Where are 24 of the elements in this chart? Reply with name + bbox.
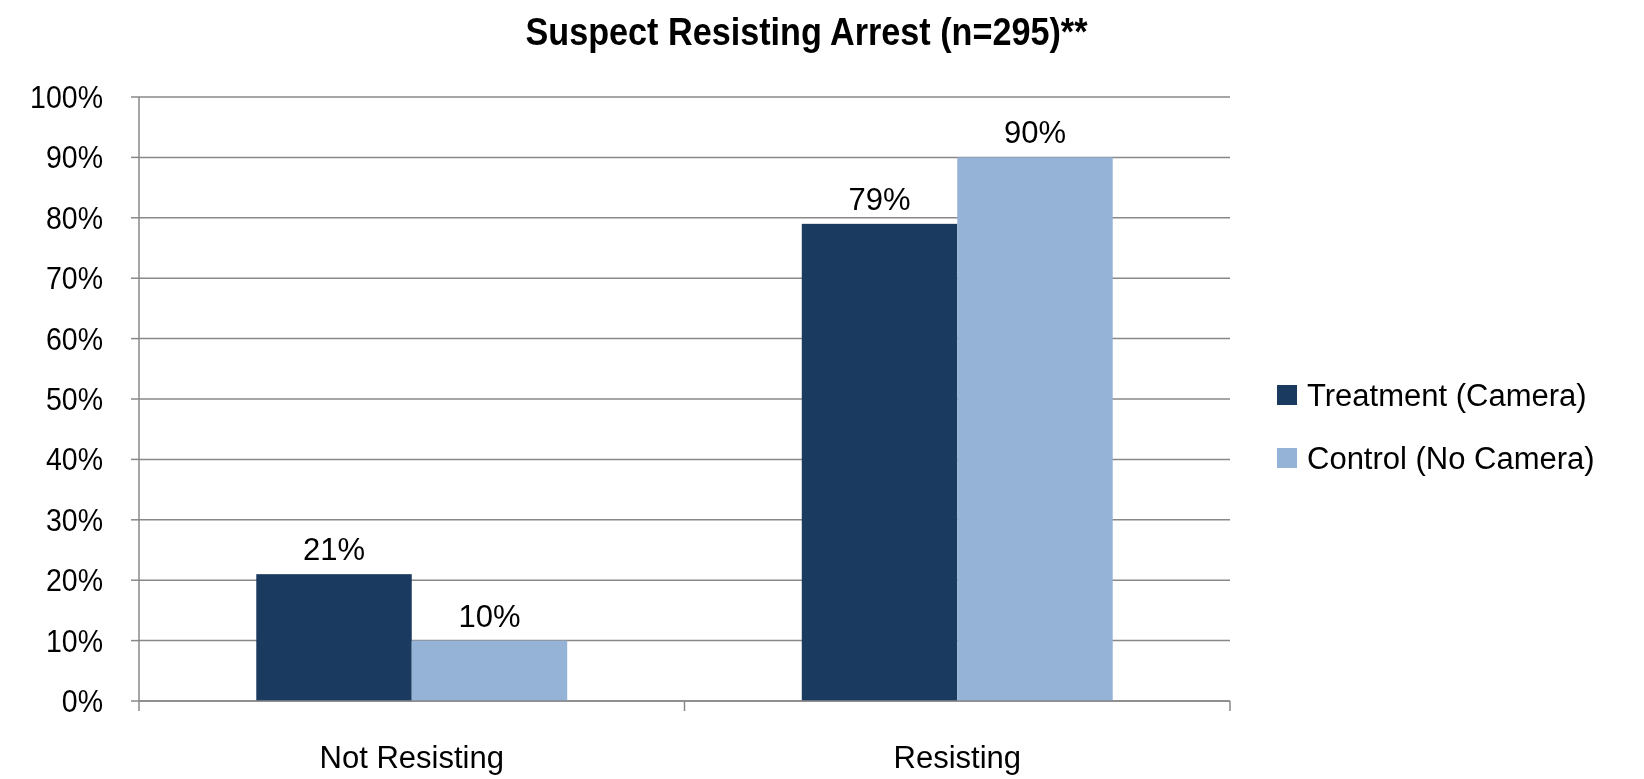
y-tick-label: 0% [61, 683, 103, 719]
bar [801, 223, 958, 701]
data-label: 10% [458, 598, 521, 634]
y-tick-label: 90% [45, 140, 103, 175]
y-tick-label: 100% [30, 79, 103, 115]
data-label: 90% [1003, 115, 1067, 151]
y-tick-label: 30% [45, 502, 103, 538]
y-tick-label: 50% [45, 381, 103, 417]
y-tick-label: 80% [45, 200, 103, 236]
y-tick-label: 70% [45, 261, 103, 296]
data-label: 21% [302, 532, 366, 568]
y-tick-label: 20% [45, 563, 103, 598]
legend-label: Control (No Camera) [1307, 441, 1595, 476]
bar [256, 574, 412, 701]
legend-label: Treatment (Camera) [1307, 378, 1587, 413]
y-tick-label: 10% [45, 623, 103, 658]
y-tick-label: 40% [45, 442, 103, 477]
x-tick-label: Not Resisting [319, 740, 504, 775]
y-tick-label: 60% [45, 321, 103, 356]
x-tick-label: Resisting [893, 740, 1021, 775]
bar [411, 640, 568, 701]
data-label: 79% [848, 181, 911, 217]
chart-title: Suspect Resisting Arrest (n=295)** [525, 10, 1089, 54]
bar [957, 157, 1113, 701]
